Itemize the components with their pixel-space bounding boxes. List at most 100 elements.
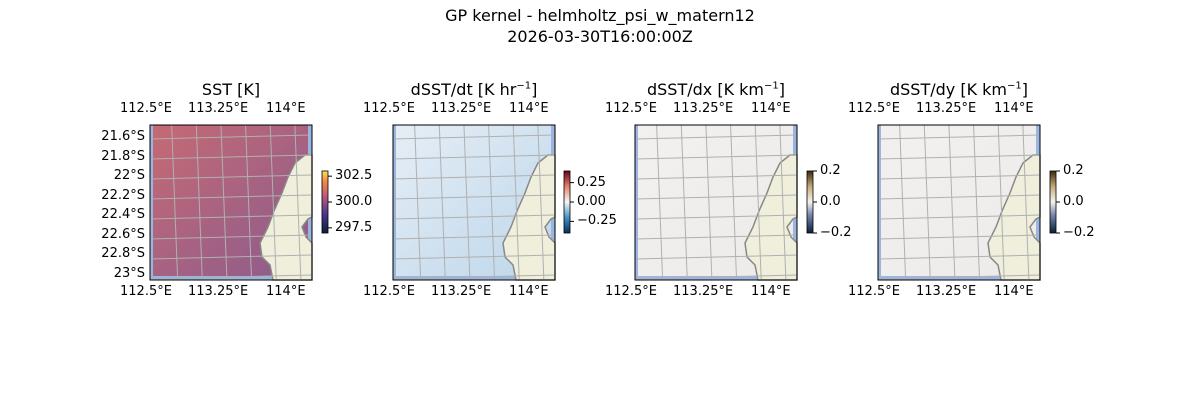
gridline-lat	[149, 194, 313, 200]
panel-title: dSST/dx [K km−1]	[646, 80, 785, 99]
gridline-lat	[634, 134, 798, 140]
lat-tick: 21.6°S	[101, 129, 145, 144]
panel-title: dSST/dt [K hr−1]	[410, 80, 538, 99]
gridline-lat	[877, 254, 1041, 260]
gridline-lat	[877, 194, 1041, 200]
gridline-lon	[414, 124, 422, 281]
missing-data	[635, 125, 638, 280]
colorbar-tick-label: 297.5	[335, 219, 373, 235]
missing-data	[150, 276, 312, 280]
gridline-lat	[392, 194, 556, 200]
gridline-lon	[656, 124, 664, 281]
missing-data	[150, 125, 153, 280]
gridline-lon	[438, 124, 446, 281]
gridline-lat	[149, 154, 313, 160]
gridline-lat	[877, 134, 1041, 140]
lon-tick-bottom: 114°E	[751, 284, 791, 299]
lon-tick-bottom: 113.25°E	[188, 284, 249, 299]
gridline-lat	[877, 234, 1041, 240]
land-mask	[744, 154, 798, 281]
lon-tick-top: 113.25°E	[431, 101, 492, 116]
lat-tick: 22.6°S	[101, 226, 145, 242]
colorbar-tick-label: −0.2	[1063, 225, 1095, 240]
land-mask	[259, 154, 313, 281]
gridline-lat	[149, 234, 313, 240]
land-mask	[502, 154, 556, 281]
gridline-lon	[754, 124, 762, 281]
gridline-lon	[463, 124, 471, 281]
gridline-lon	[195, 124, 203, 281]
gridline-lon	[973, 124, 981, 281]
land-mask	[987, 154, 1041, 281]
axes-frame	[149, 124, 313, 281]
lon-tick-top: 114°E	[266, 101, 306, 116]
missing-data	[878, 276, 1040, 280]
gridline-lat	[634, 274, 798, 280]
colorbar-tick-label: −0.2	[820, 225, 852, 240]
lon-tick-top: 112.5°E	[363, 101, 415, 116]
gridline-lon	[1022, 124, 1030, 281]
gridline-lat	[392, 154, 556, 160]
gridline-lon	[537, 124, 545, 281]
gridline-lat	[149, 214, 313, 220]
gridline-lon	[899, 124, 907, 281]
lat-tick: 21.8°S	[101, 148, 145, 164]
figure-subtitle: 2026-03-30T16:00:00Z	[507, 27, 693, 46]
gridline-lon	[488, 124, 496, 281]
gridline-lat	[634, 214, 798, 220]
map-panel-4	[877, 124, 1041, 281]
map-panel-1	[149, 124, 313, 281]
lon-tick-top: 114°E	[994, 101, 1034, 116]
axes-frame	[634, 124, 798, 281]
colorbar	[321, 170, 329, 234]
gridline-lat	[149, 274, 313, 280]
gridline-lon	[948, 124, 956, 281]
lon-tick-bottom: 114°E	[509, 284, 549, 299]
gridline-lat	[392, 254, 556, 260]
gridline-lon	[245, 124, 253, 281]
axes-frame	[877, 124, 1041, 281]
lat-tick: 22°S	[113, 168, 145, 183]
colorbar	[1049, 170, 1057, 234]
gridline-lat	[877, 154, 1041, 160]
colorbar-tick-label: 0.2	[1063, 163, 1084, 178]
missing-data	[393, 276, 555, 280]
lon-tick-bottom: 112.5°E	[363, 284, 415, 299]
lon-tick-top: 113.25°E	[188, 101, 249, 116]
gridline-lat	[392, 274, 556, 280]
lon-tick-bottom: 114°E	[994, 284, 1034, 299]
gridline-lon	[705, 124, 713, 281]
gridline-lat	[877, 214, 1041, 220]
gridline-lon	[997, 124, 1005, 281]
colorbar-tick-label: 0.25	[577, 174, 606, 190]
gridline-lon	[680, 124, 688, 281]
gridline-lon	[730, 124, 738, 281]
lon-tick-bottom: 113.25°E	[673, 284, 734, 299]
lon-tick-bottom: 113.25°E	[431, 284, 492, 299]
colorbar-tick-label: 300.0	[335, 194, 373, 209]
gridline-lat	[149, 174, 313, 180]
lon-tick-bottom: 112.5°E	[848, 284, 900, 299]
lon-tick-top: 114°E	[509, 101, 549, 116]
gridline-lat	[392, 234, 556, 240]
gridline-lon	[220, 124, 228, 281]
gridline-lat	[877, 274, 1041, 280]
lat-tick: 22.8°S	[101, 246, 145, 261]
colorbar	[563, 170, 571, 234]
missing-data	[878, 125, 881, 280]
missing-data	[393, 125, 396, 280]
lon-tick-top: 113.25°E	[916, 101, 977, 116]
gridline-lat	[149, 254, 313, 260]
lon-tick-top: 112.5°E	[605, 101, 657, 116]
gridline-lat	[634, 154, 798, 160]
lon-tick-top: 112.5°E	[848, 101, 900, 116]
lon-tick-bottom: 114°E	[266, 284, 306, 299]
gridline-lat	[392, 134, 556, 140]
lat-tick: 22.4°S	[101, 207, 145, 222]
panel-title: dSST/dy [K km−1]	[889, 80, 1028, 99]
colorbar-tick-label: 0.0	[1063, 194, 1084, 209]
lon-tick-top: 113.25°E	[673, 101, 734, 116]
gridline-lon	[923, 124, 931, 281]
